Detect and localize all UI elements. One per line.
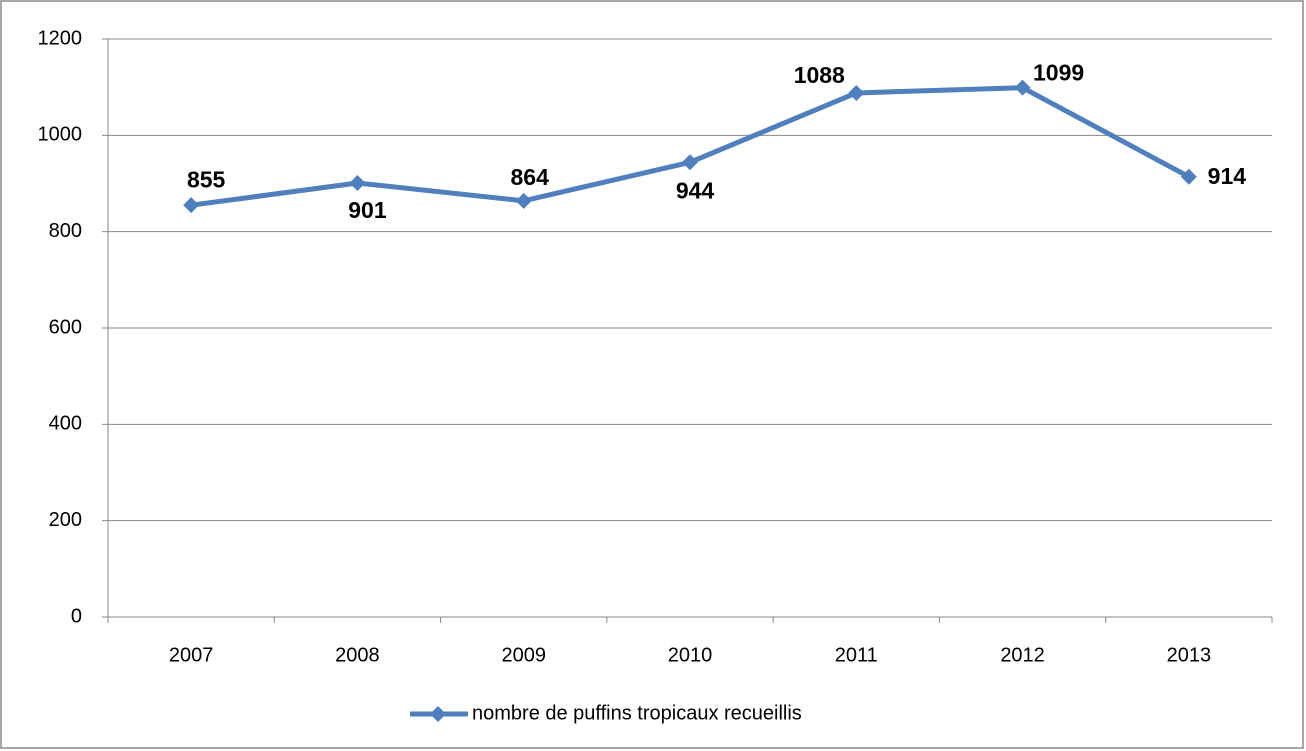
x-tick-label: 2008 xyxy=(335,644,380,666)
data-point xyxy=(682,154,698,171)
data-label: 1099 xyxy=(1033,60,1084,86)
y-tick-label: 0 xyxy=(71,605,82,627)
y-tick-label: 1200 xyxy=(38,27,83,49)
data-label: 864 xyxy=(511,164,550,190)
y-tick-label: 1000 xyxy=(38,124,83,146)
data-label: 855 xyxy=(187,166,226,192)
data-label: 901 xyxy=(348,197,387,223)
y-tick-label: 600 xyxy=(49,316,82,338)
x-tick-label: 2012 xyxy=(1000,644,1045,666)
x-tick-label: 2007 xyxy=(169,644,214,666)
legend-marker xyxy=(430,706,446,722)
y-tick-label: 800 xyxy=(49,220,82,242)
x-tick-label: 2010 xyxy=(668,644,713,666)
data-point xyxy=(848,84,865,101)
data-label: 914 xyxy=(1208,163,1247,189)
x-tick-label: 2011 xyxy=(835,644,878,666)
data-point xyxy=(515,192,532,209)
data-label: 1088 xyxy=(794,62,845,88)
data-point xyxy=(183,197,200,214)
legend-label: nombre de puffins tropicaux recueillis xyxy=(472,702,802,724)
x-tick-label: 2013 xyxy=(1167,644,1212,666)
x-tick-label: 2009 xyxy=(501,644,546,666)
y-tick-label: 400 xyxy=(49,413,82,435)
data-point xyxy=(1014,79,1031,96)
data-label: 944 xyxy=(676,177,715,203)
y-tick-label: 200 xyxy=(49,509,82,531)
data-point xyxy=(1180,168,1197,185)
data-point xyxy=(349,175,366,192)
